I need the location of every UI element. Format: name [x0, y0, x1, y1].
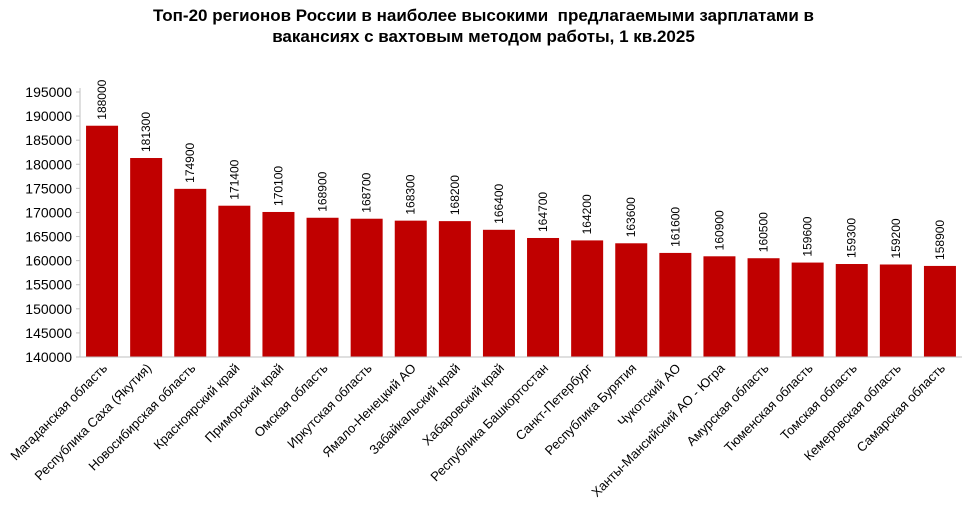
bar — [703, 256, 736, 357]
bar — [350, 218, 383, 357]
y-tick-label: 160000 — [25, 253, 72, 269]
y-tick-label: 150000 — [25, 301, 72, 317]
bar — [615, 243, 648, 357]
data-label: 168300 — [404, 174, 418, 214]
y-tick-label: 175000 — [25, 180, 72, 196]
data-label: 160900 — [712, 210, 726, 250]
y-tick-label: 180000 — [25, 156, 72, 172]
data-label: 166400 — [492, 183, 506, 223]
category-label: Иркутская область — [284, 360, 375, 451]
y-tick-label: 145000 — [25, 325, 72, 341]
data-label: 188000 — [95, 79, 109, 119]
category-label: Приморский край — [202, 361, 287, 446]
y-tick-label: 155000 — [25, 277, 72, 293]
bar — [879, 264, 912, 357]
chart-title: Топ-20 регионов России в наиболее высоки… — [0, 5, 967, 47]
bar — [835, 264, 868, 357]
data-label: 164700 — [536, 192, 550, 232]
data-label: 159600 — [801, 216, 815, 256]
bar — [262, 211, 295, 357]
bar — [174, 188, 207, 357]
bar — [482, 229, 515, 357]
y-tick-label: 195000 — [25, 84, 72, 100]
bar — [306, 217, 339, 357]
bar — [571, 240, 604, 357]
bar — [923, 265, 956, 357]
data-label: 159200 — [889, 218, 903, 258]
data-label: 159300 — [845, 218, 859, 258]
category-label: Томская область — [777, 360, 860, 443]
data-label: 168200 — [448, 175, 462, 215]
category-label: Санкт-Петербург — [513, 360, 596, 443]
y-tick-label: 170000 — [25, 204, 72, 220]
data-label: 164200 — [580, 194, 594, 234]
data-label: 168900 — [316, 171, 330, 211]
bar — [791, 262, 824, 357]
bar — [394, 220, 427, 357]
bar — [130, 158, 163, 357]
data-label: 163600 — [624, 197, 638, 237]
data-label: 158900 — [933, 220, 947, 260]
y-tick-label: 190000 — [25, 108, 72, 124]
data-labels: 188000 181300 174900 171400 170100 168900 1687… — [95, 79, 947, 260]
data-label: 160500 — [757, 212, 771, 252]
chart-title-line-2: вакансиях с вахтовым методом работы, 1 к… — [272, 27, 695, 46]
bar — [218, 205, 251, 357]
bar — [438, 221, 471, 357]
category-label: Самарская область — [854, 360, 949, 455]
data-label: 170100 — [271, 166, 285, 206]
data-label: 181300 — [139, 112, 153, 152]
bar — [659, 252, 692, 357]
bars — [86, 125, 956, 358]
y-tick-label: 165000 — [25, 229, 72, 245]
category-label: Хабаровский край — [419, 361, 507, 449]
category-label: Амурская область — [683, 360, 771, 448]
y-tick-label: 185000 — [25, 132, 72, 148]
data-label: 161600 — [668, 207, 682, 247]
data-label: 174900 — [183, 142, 197, 182]
bar — [747, 258, 780, 357]
chart-title-line-1: Топ-20 регионов России в наиболее высоки… — [152, 6, 815, 25]
y-axis: 140000 145000 150000 155000 160000 165000 1700… — [25, 84, 81, 365]
bar — [527, 237, 560, 357]
y-tick-label: 140000 — [25, 349, 72, 365]
bar — [86, 125, 119, 358]
data-label: 168700 — [360, 172, 374, 212]
data-label: 171400 — [227, 159, 241, 199]
